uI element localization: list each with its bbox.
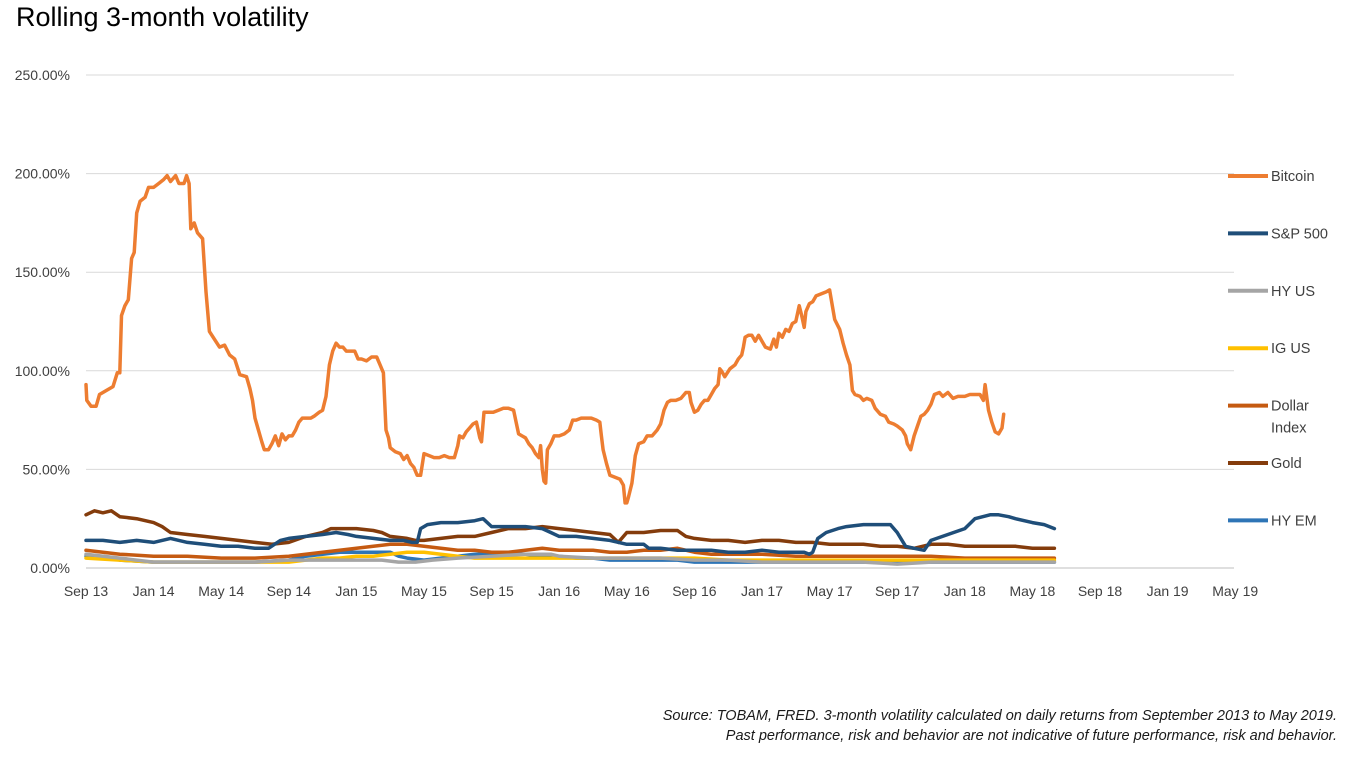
source-line-1: Source: TOBAM, FRED. 3-month volatility …: [662, 708, 1337, 724]
y-tick-label: 200.00%: [15, 166, 70, 182]
x-tick-label: May 15: [401, 583, 447, 599]
legend-item-hy-em: HY EM: [1228, 513, 1317, 529]
legend-item-ig-us: IG US: [1228, 341, 1310, 357]
y-tick-label: 100.00%: [15, 363, 70, 379]
x-tick-label: Jan 19: [1147, 583, 1189, 599]
legend: Bitcoin S&P 500 HY US IG US Dollar Index Gold H…: [1228, 169, 1328, 529]
legend-item-bitcoin: Bitcoin: [1228, 169, 1315, 185]
x-tick-label: Sep 16: [672, 583, 717, 599]
x-tick-label: May 16: [604, 583, 650, 599]
gridlines: [86, 74, 1234, 470]
x-tick-label: May 18: [1009, 583, 1055, 599]
series-line-bitcoin: [84, 173, 1006, 505]
x-tick-label: Sep 14: [267, 583, 312, 599]
x-axis-ticks: Sep 13 Jan 14 May 14 Sep 14 Jan 15 May 15 Sep …: [64, 583, 1259, 599]
x-tick-label: Jan 18: [944, 583, 986, 599]
legend-label: Dollar: [1271, 399, 1309, 415]
x-tick-label: Sep 18: [1078, 583, 1123, 599]
x-tick-label: May 17: [807, 583, 853, 599]
series-lines: [84, 173, 1057, 566]
x-tick-label: Sep 17: [875, 583, 920, 599]
series-line-hy-us: [84, 552, 1057, 566]
x-tick-label: Jan 17: [741, 583, 783, 599]
x-tick-label: May 19: [1212, 583, 1258, 599]
source-line-2: Past performance, risk and behavior are …: [725, 728, 1337, 744]
legend-label: Index: [1271, 421, 1307, 437]
legend-label: HY US: [1271, 284, 1315, 300]
x-tick-label: Jan 14: [133, 583, 175, 599]
y-tick-label: 50.00%: [23, 461, 70, 477]
legend-label: Bitcoin: [1271, 169, 1315, 185]
legend-item-s-p-500: S&P 500: [1228, 226, 1328, 242]
legend-label: S&P 500: [1271, 226, 1328, 242]
x-tick-label: Jan 15: [335, 583, 377, 599]
series-line-gold: [84, 509, 1057, 551]
legend-label: HY EM: [1271, 513, 1317, 529]
y-tick-label: 250.00%: [15, 67, 70, 83]
series-line-dollar-index: [84, 542, 1057, 560]
x-tick-label: May 14: [198, 583, 244, 599]
legend-label: Gold: [1271, 456, 1302, 472]
legend-item-hy-us: HY US: [1228, 284, 1315, 300]
y-tick-label: 150.00%: [15, 264, 70, 280]
y-tick-label: 0.00%: [30, 560, 70, 576]
source-note: Source: TOBAM, FRED. 3-month volatility …: [663, 706, 1337, 746]
series-line-s-p-500: [84, 513, 1057, 556]
y-axis-ticks: 0.00% 50.00% 100.00% 150.00% 200.00% 250.00%: [15, 67, 70, 576]
x-tick-label: Sep 13: [64, 583, 109, 599]
legend-item-dollar-index: Dollar Index: [1228, 399, 1309, 437]
x-tick-label: Sep 15: [469, 583, 514, 599]
legend-label: IG US: [1271, 341, 1310, 357]
x-tick-label: Jan 16: [538, 583, 580, 599]
legend-item-gold: Gold: [1228, 456, 1302, 472]
chart-title: Rolling 3-month volatility: [16, 2, 309, 32]
